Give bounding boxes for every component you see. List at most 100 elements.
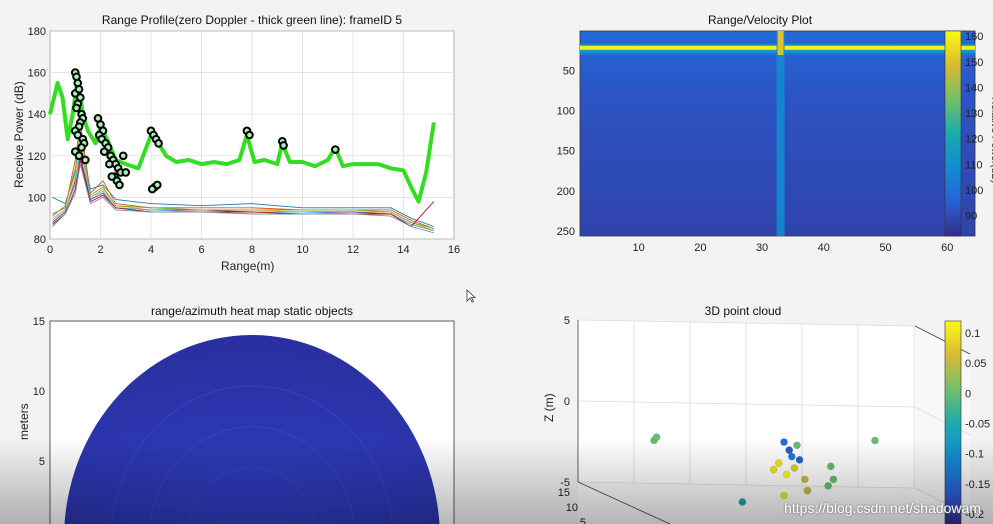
- colorbar-tick-label: 0.05: [965, 358, 986, 370]
- point-cloud-point: [787, 452, 796, 461]
- colorbar-tick-label: 120: [965, 134, 983, 146]
- x-tick-label: 10: [633, 242, 645, 254]
- detected-point: [77, 143, 86, 152]
- colorbar-tick-label: 0.1: [965, 328, 980, 340]
- x-tick-label: 10: [296, 244, 308, 256]
- x-tick-label: 0: [47, 244, 53, 256]
- y-tick-label: 15: [33, 316, 45, 328]
- colorbar-label: Relative Power(dB): [989, 97, 993, 183]
- x-tick-label: 20: [694, 242, 706, 254]
- point-cloud-point: [780, 438, 788, 446]
- detected-point: [118, 151, 128, 161]
- point-cloud-point: [774, 459, 783, 467]
- velocity-peak: [777, 31, 784, 55]
- range-azimuth-ylabel: meters: [17, 403, 31, 440]
- point-cloud-point: [803, 486, 812, 495]
- z-gridline: [577, 481, 916, 489]
- x-tick-label: 16: [448, 244, 460, 256]
- point-cloud-point: [795, 456, 804, 464]
- detected-point: [105, 159, 114, 169]
- detected-point: [81, 155, 90, 165]
- z-tick-label: 5: [564, 315, 570, 327]
- y-tick-label: 10: [33, 386, 45, 398]
- detected-point: [279, 141, 288, 150]
- doppler-bin-line: [52, 163, 434, 234]
- x-tick-label: 50: [879, 242, 891, 254]
- y-tick-label: 180: [28, 26, 46, 38]
- colorbar-tick-label: 150: [965, 57, 983, 69]
- x-tick-label: 60: [941, 242, 953, 254]
- x-tick-label: 6: [198, 244, 204, 256]
- point-cloud-point: [829, 475, 838, 484]
- point-cloud-point: [800, 475, 809, 484]
- y-tick-label: 120: [28, 151, 46, 163]
- colorbar-tick-label: 140: [965, 82, 983, 94]
- x-tick-label: 12: [347, 244, 359, 256]
- colorbar-tick-label: -0.1: [965, 449, 984, 461]
- watermark: https://blog.csdn.net/shadowam: [784, 500, 981, 516]
- point-cloud-colorbar: [944, 320, 962, 524]
- point-cloud-point: [652, 433, 661, 442]
- detected-point: [121, 168, 131, 177]
- detected-point: [74, 84, 84, 94]
- bright-velocity-column: [776, 31, 785, 236]
- colorbar-tick-label: 160: [965, 31, 983, 43]
- mouse-cursor-icon: [466, 289, 476, 303]
- colorbar-tick-label: 100: [965, 185, 983, 197]
- point-cloud-point: [769, 465, 778, 474]
- y-tick-label: 200: [557, 186, 575, 198]
- point-cloud-point: [793, 441, 801, 450]
- y-tick-label: 100: [557, 106, 575, 118]
- point-cloud-title: 3D point cloud: [704, 304, 782, 318]
- y-tick-label: 10: [566, 502, 578, 514]
- detected-point: [153, 180, 162, 190]
- colorbar-tick-label: 90: [965, 211, 977, 223]
- range-velocity-colorbar: [944, 30, 962, 237]
- colorbar-tick-label: -0.15: [965, 479, 990, 491]
- y-tick-label: 250: [557, 226, 575, 238]
- range-ring: [111, 385, 393, 524]
- range-azimuth-fan: [64, 334, 440, 524]
- y-tick-label: 5: [39, 456, 45, 468]
- y-tick-label: 100: [28, 192, 46, 204]
- zero-doppler-line: [48, 74, 436, 204]
- colorbar-tick-label: -0.05: [965, 419, 990, 431]
- x-tick-label: 14: [397, 244, 409, 256]
- detected-point: [154, 139, 163, 148]
- y-tick-label: 80: [34, 234, 46, 246]
- y-tick-label: 140: [28, 109, 46, 121]
- detected-point: [99, 147, 109, 156]
- z-gridline: [577, 319, 916, 327]
- y-tick-label: 5: [580, 517, 586, 524]
- colorbar-tick-label: 110: [965, 159, 983, 171]
- point-cloud-point: [826, 462, 835, 471]
- range-ring: [187, 467, 317, 524]
- range-velocity-title: Range/Velocity Plot: [707, 13, 813, 27]
- range-velocity-chart: 10 20 30 40 50 60 50 100 150 200 250 90 100 110 120 130…: [557, 30, 993, 254]
- range-azimuth-chart: 5 10 15: [33, 316, 455, 524]
- range-profile-xlabel: Range(m): [221, 259, 275, 273]
- point-cloud-point: [785, 446, 794, 455]
- point-cloud-point: [782, 470, 791, 479]
- x-tick-label: 2: [97, 244, 103, 256]
- detected-point: [245, 130, 254, 140]
- y-tick-label: 150: [557, 146, 575, 158]
- colorbar-tick-label: 0: [965, 388, 971, 400]
- point-cloud-point: [738, 498, 747, 506]
- point-cloud-point: [790, 464, 799, 472]
- point-cloud-zlabel: Z (m): [542, 393, 556, 422]
- range-profile-title: Range Profile(zero Doppler - thick green…: [101, 13, 403, 27]
- point-cloud-floor: [578, 482, 970, 524]
- detected-point: [74, 151, 84, 161]
- point-cloud-point: [780, 491, 788, 500]
- point-cloud-point: [824, 481, 833, 490]
- y-tick-label: 15: [558, 487, 570, 499]
- detected-point: [72, 103, 81, 113]
- x-tick-label: 4: [148, 244, 154, 256]
- point-cloud-point: [871, 436, 879, 445]
- z-tick-label: -5: [560, 477, 570, 489]
- x-tick-label: 30: [756, 242, 768, 254]
- z-tick-label: 0: [564, 396, 570, 408]
- x-tick-label: 8: [249, 244, 255, 256]
- range-profile-chart: 0 2 4 6 8 10 12 14 16 80 100 120 140 160 180: [28, 26, 460, 256]
